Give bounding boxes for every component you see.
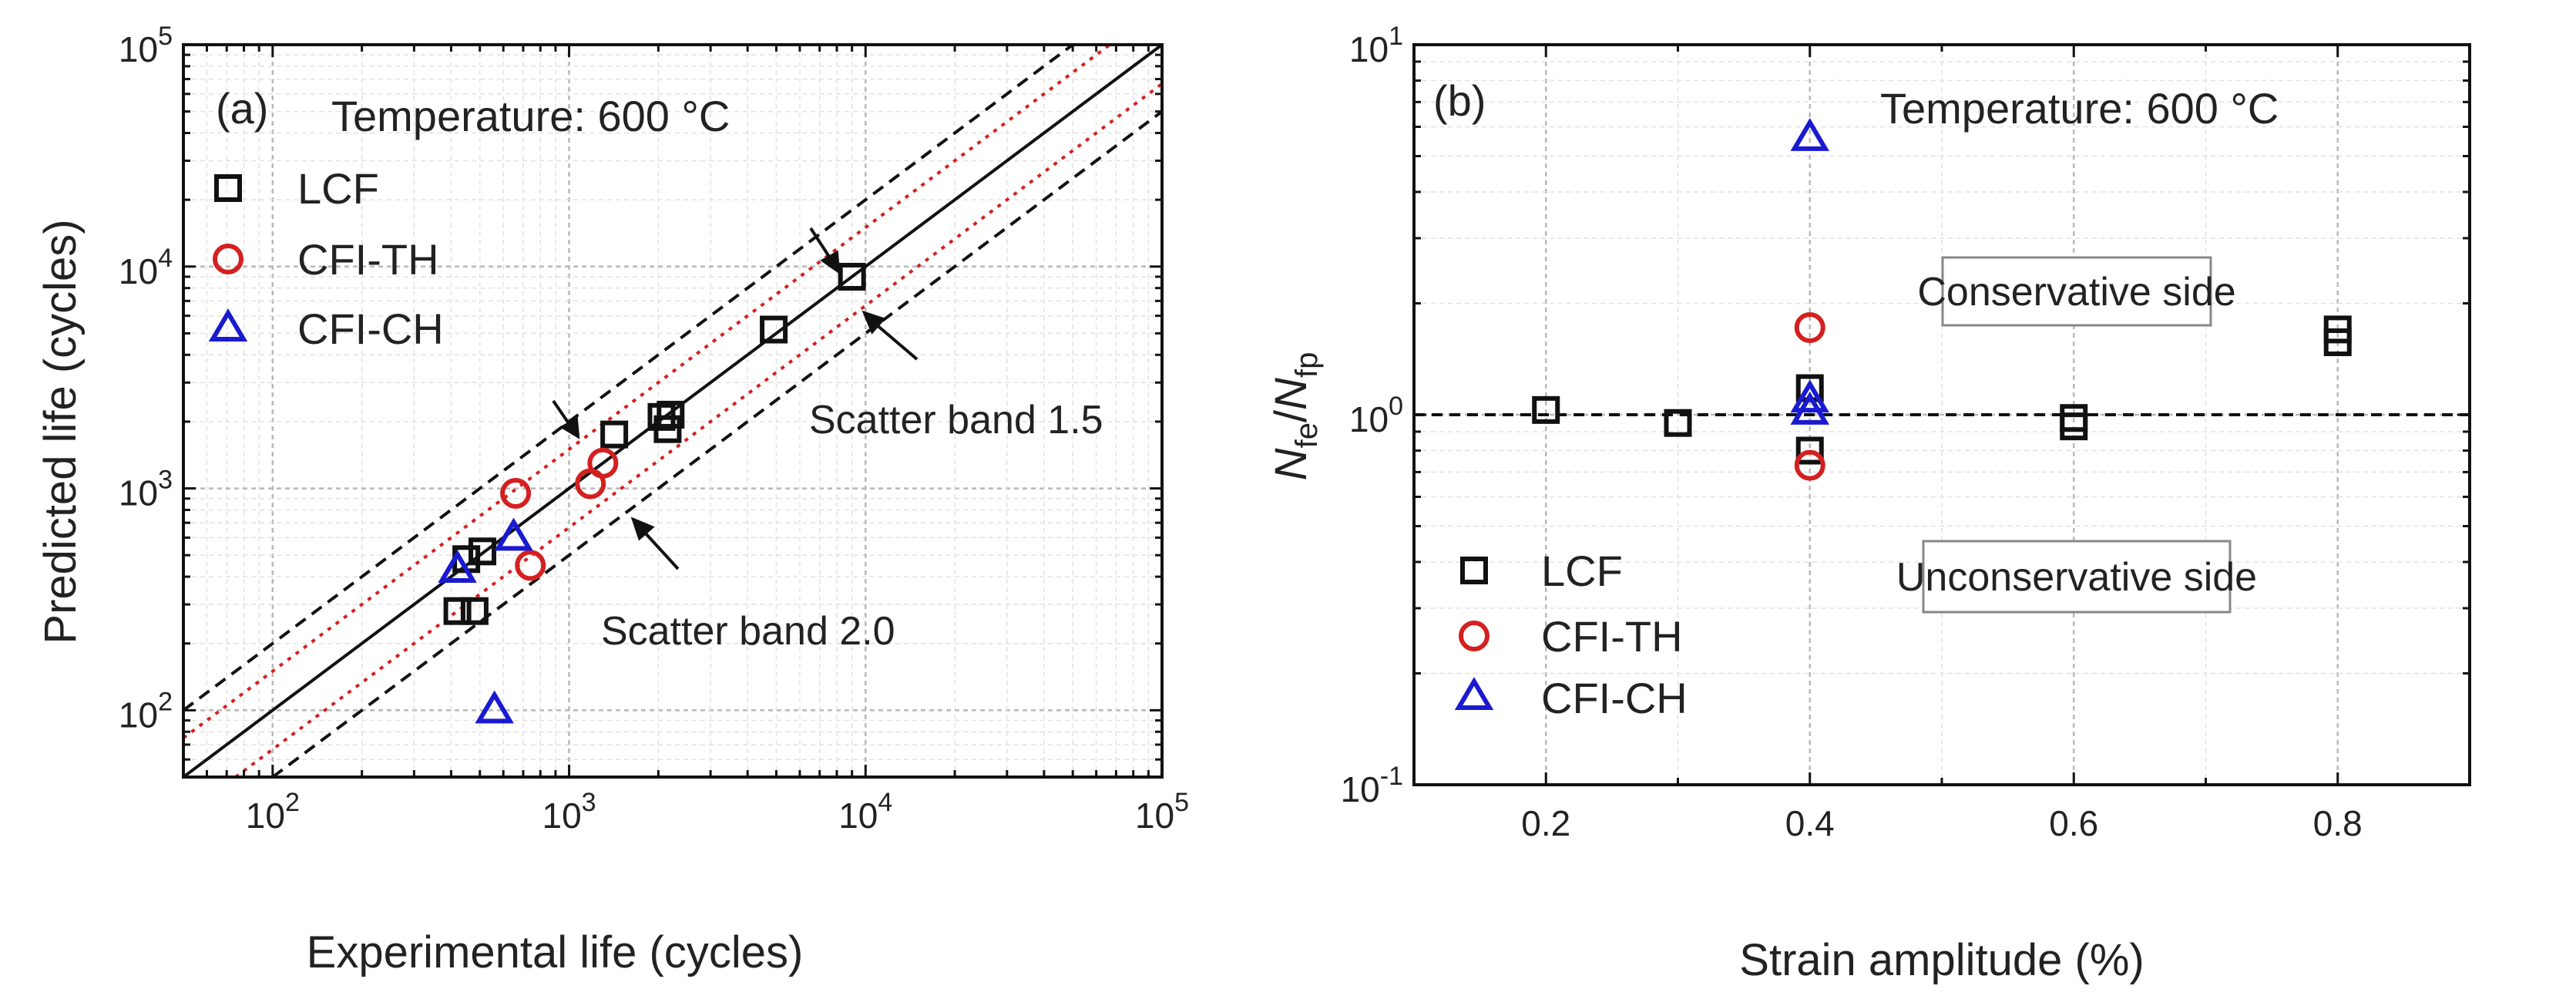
point-b-cfi-ch: [1790, 391, 1829, 425]
scatter-band-1-5-upper: [182, 43, 1111, 739]
point-a-cfi-ch: [438, 550, 477, 584]
arrow-upper-band-left-head: [559, 416, 580, 439]
panel-b-ticks: 0.2 0.4 0.6 0.8 10-1 100 101: [1341, 22, 2470, 843]
scatter-band-20-label: Scatter band 2.0: [601, 609, 895, 654]
point-b-lcf: [1664, 409, 1692, 437]
panel-b-legend: LCF CFI-TH CFI-CH: [1454, 547, 1688, 722]
tick-label-b-y: 10-1: [1341, 762, 1403, 809]
tick-label-a-y: 103: [119, 466, 173, 513]
tick-label-b-x: 0.2: [1521, 803, 1570, 843]
point-a-cfi-th: [500, 477, 532, 509]
point-b-lcf: [1795, 436, 1824, 465]
point-a-cfi-th: [587, 447, 619, 479]
tick-label-a-x: 103: [542, 788, 596, 836]
point-b-lcf: [1532, 395, 1560, 424]
panel-a-plot-frame: [182, 43, 1164, 779]
legend-b-cfi-ch-marker: [1454, 677, 1494, 710]
point-a-lcf: [838, 262, 866, 291]
panel-a-legend: LCF CFI-TH CFI-CH: [208, 164, 444, 353]
point-b-cfi-th: [1794, 311, 1825, 343]
tick-label-b-x: 0.8: [2313, 803, 2363, 843]
y-label-sub-fp: fp: [1290, 352, 1324, 378]
legend-cfi-th-label: CFI-TH: [297, 235, 439, 284]
arrow-lower-band-right-head: [861, 310, 886, 335]
point-a-lcf: [657, 400, 685, 429]
tick-label-a-x: 102: [246, 788, 300, 836]
scatter-band-1-5-lower: [234, 82, 1164, 779]
legend-cfi-ch-label: CFI-CH: [297, 304, 444, 353]
legend-b-cfi-th-label: CFI-TH: [1541, 612, 1683, 661]
point-b-cfi-th: [1794, 449, 1825, 481]
legend-b-lcf-marker: [1460, 557, 1488, 584]
point-a-lcf: [460, 597, 489, 625]
panel-a-y-axis-label: Predicted life (cycles): [35, 219, 86, 644]
legend-lcf-marker: [214, 174, 242, 202]
arrow-upper-band-top: [809, 227, 832, 261]
unconservative-box: Unconservative side: [1896, 540, 2257, 614]
conservative-box: Conservative side: [1917, 256, 2236, 327]
y-label-slash: /: [1266, 409, 1316, 422]
y-label-n1: N: [1266, 448, 1316, 480]
arrow-upper-band-top-head: [820, 250, 841, 275]
legend-b-lcf-label: LCF: [1541, 547, 1623, 595]
unconservative-box-label: Unconservative side: [1896, 555, 2257, 600]
arrow-upper-band-left: [552, 399, 572, 427]
point-a-lcf: [600, 420, 629, 449]
tick-label-a-y: 104: [119, 244, 173, 291]
panel-a-label: (a): [216, 84, 268, 133]
scatter-band-2-0-upper: [182, 43, 1074, 712]
legend-cfi-th-marker: [213, 244, 243, 274]
point-a-lcf: [469, 537, 497, 566]
point-a-cfi-ch: [494, 517, 533, 551]
conservative-box-frame: [1941, 256, 2212, 327]
tick-label-b-x: 0.4: [1785, 803, 1835, 843]
point-b-lcf: [2323, 328, 2352, 356]
panel-a: 102 103 104 105 102 103 104 105 (a) Temperature…: [35, 22, 1189, 977]
panel-b-label: (b): [1433, 76, 1486, 125]
arrow-lower-band-bottom: [643, 530, 680, 570]
point-a-lcf: [653, 415, 682, 443]
unconservative-box-frame: [1922, 540, 2232, 614]
panel-a-x-axis-label: Experimental life (cycles): [307, 927, 804, 977]
y-label-n2: N: [1266, 378, 1316, 410]
panel-a-data-points: [438, 262, 866, 724]
legend-b-cfi-ch-label: CFI-CH: [1541, 674, 1688, 722]
panel-a-temperature: Temperature: 600 °C: [331, 92, 730, 140]
point-a-cfi-th: [515, 550, 546, 581]
tick-label-b-y: 101: [1349, 22, 1403, 69]
panel-b-data-points: [1532, 117, 2352, 481]
scatter-band-2-0-lower: [271, 110, 1164, 779]
point-b-cfi-ch: [1790, 379, 1829, 413]
point-a-lcf: [760, 315, 788, 344]
tick-label-b-x: 0.6: [2049, 803, 2098, 843]
tick-label-a-x: 104: [838, 788, 892, 836]
scatter-band-15-label: Scatter band 1.5: [809, 398, 1103, 442]
legend-lcf-label: LCF: [297, 164, 379, 213]
legend-b-cfi-th-marker: [1459, 621, 1490, 651]
y-label-sub-fe: fe: [1290, 422, 1324, 448]
tick-label-b-y: 100: [1349, 392, 1403, 439]
arrow-lower-band-right: [874, 322, 919, 361]
tick-label-a-y: 105: [119, 22, 173, 69]
point-b-lcf: [2060, 412, 2088, 441]
panel-a-grid: [183, 45, 1162, 778]
panel-a-ticks: 102 103 104 105 102 103 104 105: [119, 22, 1189, 836]
panel-a-arrows: [552, 227, 919, 570]
tick-label-a-x: 105: [1135, 788, 1189, 836]
panel-b: 0.2 0.4 0.6 0.8 10-1 100 101 (b) Temperature: …: [1266, 22, 2471, 985]
panel-b-y-axis-label: Nfe/Nfp: [1266, 352, 1324, 481]
point-a-cfi-ch: [475, 690, 514, 724]
point-a-lcf: [443, 597, 472, 625]
point-b-cfi-ch: [1790, 117, 1829, 151]
panel-b-temperature: Temperature: 600 °C: [1880, 84, 2279, 133]
conservative-box-label: Conservative side: [1917, 270, 2235, 315]
panel-b-x-axis-label: Strain amplitude (%): [1739, 935, 2144, 985]
arrow-lower-band-bottom-head: [630, 516, 655, 541]
legend-cfi-ch-marker: [208, 308, 248, 342]
tick-label-a-y: 102: [119, 687, 173, 735]
